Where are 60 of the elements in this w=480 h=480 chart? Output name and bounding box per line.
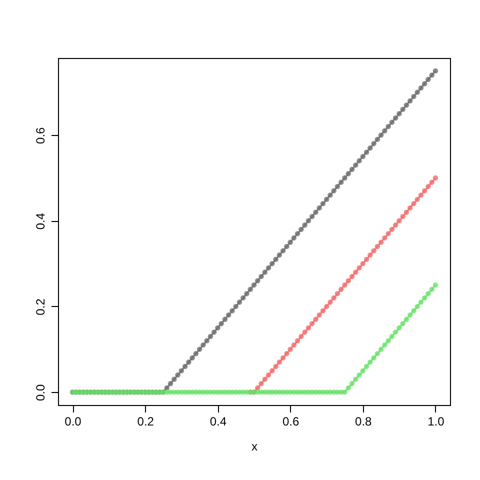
point: [334, 290, 340, 296]
x-tick-label: 0.8: [355, 414, 372, 428]
point: [316, 312, 322, 318]
point: [429, 180, 434, 185]
point: [422, 188, 428, 194]
point: [294, 338, 300, 344]
point: [407, 205, 413, 211]
point: [328, 300, 333, 305]
point: [352, 270, 358, 275]
point: [378, 240, 384, 245]
point: [291, 342, 297, 348]
point: [349, 274, 355, 280]
point: [302, 330, 308, 335]
x-tick-label: 0.6: [282, 414, 300, 428]
x-tick-label: 1.0: [428, 414, 445, 428]
point: [284, 350, 290, 356]
y-tick-label: 0.0: [34, 384, 48, 401]
point: [432, 175, 438, 181]
point: [374, 244, 380, 250]
point: [273, 364, 278, 370]
point: [266, 372, 272, 378]
x-tick-label: 0.0: [64, 414, 82, 428]
point: [262, 376, 268, 382]
point: [426, 184, 431, 190]
point: [411, 201, 416, 206]
x-axis-title: x: [252, 440, 258, 454]
point: [389, 226, 395, 232]
point: [418, 192, 424, 198]
point: [386, 231, 391, 236]
y-tick-label: 0.4: [34, 212, 48, 230]
point: [270, 368, 275, 374]
point: [280, 355, 286, 361]
point: [342, 282, 348, 288]
point: [371, 248, 376, 254]
point: [338, 286, 344, 292]
point: [298, 334, 304, 340]
point: [309, 320, 315, 326]
point: [382, 235, 388, 241]
point: [320, 308, 326, 314]
point: [324, 304, 330, 310]
point: [360, 260, 366, 266]
point: [276, 360, 282, 365]
point: [392, 222, 398, 228]
point: [346, 278, 352, 284]
y-tick-label: 0.6: [34, 126, 48, 144]
point: [400, 214, 406, 220]
point: [313, 316, 318, 322]
point: [258, 380, 264, 386]
point: [364, 256, 370, 262]
x-tick-label: 0.2: [137, 414, 154, 428]
point: [306, 325, 312, 331]
x-tick-label: 0.4: [210, 414, 227, 428]
y-tick-label: 0.2: [34, 298, 48, 316]
point: [396, 218, 402, 224]
point: [356, 265, 362, 271]
point: [331, 295, 336, 301]
point: [288, 346, 293, 352]
point: [368, 252, 373, 258]
point: [404, 210, 410, 215]
point: [414, 196, 420, 202]
